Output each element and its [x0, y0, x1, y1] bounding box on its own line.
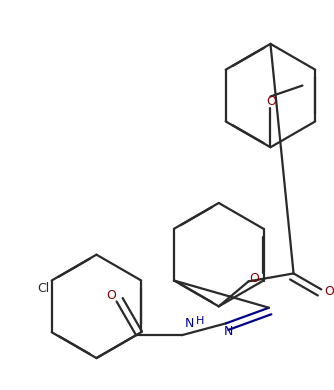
Text: N: N — [223, 325, 233, 338]
Text: Cl: Cl — [38, 282, 50, 295]
Text: O: O — [267, 95, 276, 108]
Text: O: O — [324, 285, 334, 298]
Text: O: O — [107, 289, 117, 302]
Text: O: O — [249, 272, 260, 285]
Text: H: H — [196, 316, 204, 326]
Text: N: N — [185, 317, 194, 330]
